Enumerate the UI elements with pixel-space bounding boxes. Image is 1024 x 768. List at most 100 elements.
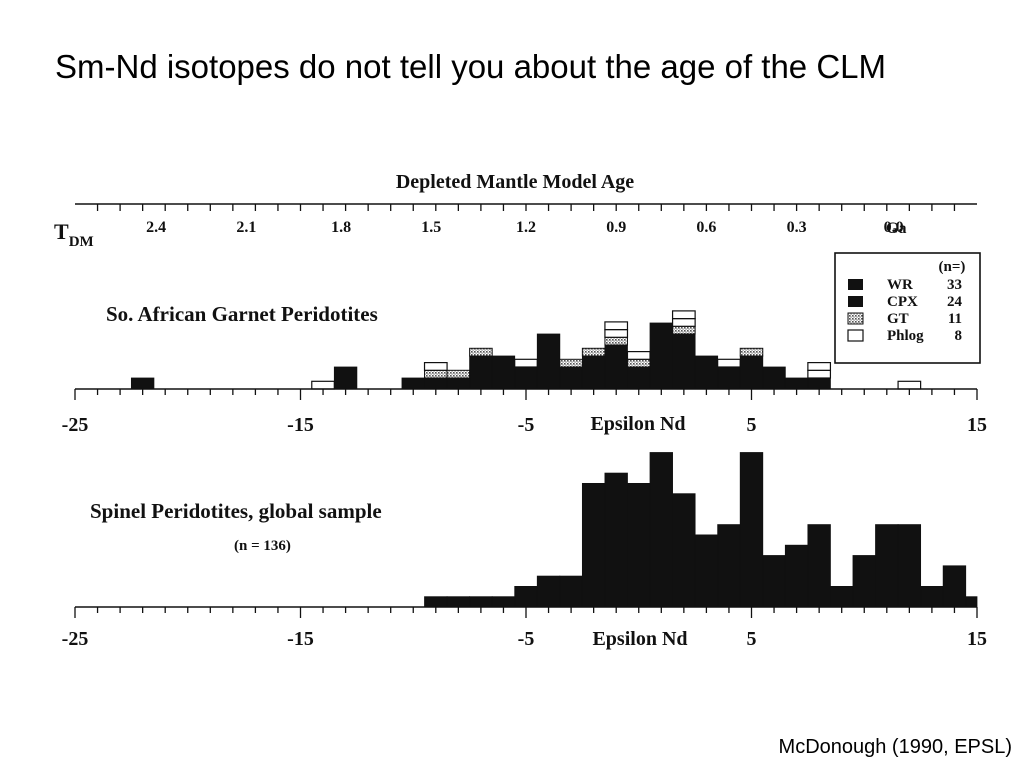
garnet-bar-gt (604, 336, 628, 346)
garnet-bar-solid (627, 366, 651, 390)
legend-label-phlog: Phlog (887, 328, 924, 344)
garnet-bar-gt (581, 347, 606, 357)
spinel-tick-label: -15 (287, 628, 314, 650)
spinel-bar (446, 596, 471, 608)
garnet-bar-solid (424, 377, 448, 390)
garnet-bar-gt (739, 347, 764, 357)
garnet-bar-solid (446, 377, 471, 390)
garnet-tick-label: -5 (518, 414, 535, 436)
spinel-bars (424, 452, 978, 608)
garnet-bar-solid (401, 377, 425, 390)
garnet-bar-gt (469, 347, 493, 357)
spinel-bar (739, 452, 764, 608)
garnet-bar-phlog (671, 318, 696, 327)
spinel-bar (852, 555, 876, 608)
garnet-bar-phlog (423, 362, 448, 371)
spinel-bar (694, 534, 719, 608)
garnet-bar-solid (784, 377, 809, 390)
legend-entry-wr: WR 33 (848, 277, 962, 293)
model-age-axis: Depleted Mantle Model Age 2.4 2.1 1.8 1.5 1.… (54, 171, 977, 250)
spinel-bar (559, 575, 583, 608)
garnet-bar-solid (604, 344, 628, 390)
spinel-title: Spinel Peridotites, global sample (90, 499, 382, 523)
spinel-bar (762, 555, 786, 608)
age-tick-label: 1.5 (421, 219, 441, 236)
age-tick-label: 0.0 (884, 219, 904, 236)
garnet-bar-gt (446, 369, 471, 379)
age-tick-label: 2.4 (146, 219, 166, 236)
garnet-ticks (74, 389, 978, 400)
spinel-bar (897, 524, 922, 608)
spinel-bar (672, 493, 696, 608)
spinel-bar (875, 524, 899, 608)
spinel-ticks (74, 607, 978, 618)
spinel-subtitle: (n = 136) (234, 538, 291, 554)
model-age-axis-title: Depleted Mantle Model Age (396, 171, 634, 193)
legend-header: (n=) (939, 259, 966, 275)
garnet-bar-gt (559, 358, 583, 368)
legend-label-cpx: CPX (887, 294, 918, 310)
garnet-tick-label: 5 (747, 414, 757, 436)
garnet-bar-solid (514, 366, 538, 390)
garnet-histogram: So. African Garnet Peridotites -25 -15 -5 5… (62, 252, 987, 436)
model-age-tick-labels: 2.4 2.1 1.8 1.5 1.2 0.9 0.6 0.3 0.0 (146, 219, 903, 236)
spinel-tick-label: -25 (62, 628, 89, 650)
slide-title: Sm-Nd isotopes do not tell you about the… (55, 48, 886, 85)
garnet-bar-phlog (514, 358, 538, 368)
legend-entry-phlog: Phlog 8 (847, 328, 962, 344)
legend-swatch-cpx (848, 296, 863, 307)
model-age-unit: Ga (886, 220, 906, 237)
spinel-bar (717, 524, 741, 608)
garnet-bar-solid (762, 366, 786, 390)
garnet-bar-gt (672, 325, 696, 335)
age-tick-label: 1.2 (516, 219, 536, 236)
spinel-tick-label: 5 (747, 628, 757, 650)
legend-entry-cpx: CPX 24 (848, 294, 963, 310)
garnet-bar-gt (424, 369, 448, 379)
garnet-bar-phlog (604, 329, 629, 338)
garnet-bar-phlog (311, 380, 335, 390)
garnet-bar-gt (626, 358, 651, 368)
spinel-bar (491, 596, 516, 608)
spinel-bar (581, 482, 606, 608)
legend-box (834, 252, 981, 364)
garnet-tick-label: -15 (287, 414, 314, 436)
garnet-bar-phlog (626, 351, 651, 360)
garnet-bar-solid (739, 355, 764, 390)
spinel-bar (424, 596, 448, 608)
garnet-bar-solid (491, 355, 516, 390)
garnet-bar-solid (130, 377, 155, 390)
garnet-legend: (n=) WR 33 CPX 24 GT 11 Phlog 8 (834, 252, 981, 364)
legend-swatch-wr (848, 279, 863, 290)
spinel-bar (807, 524, 831, 608)
legend-label-wr: WR (887, 277, 913, 293)
spinel-bar (830, 586, 854, 608)
citation: McDonough (1990, EPSL) (778, 736, 1012, 758)
legend-label-gt: GT (887, 311, 909, 327)
garnet-bar-phlog (807, 369, 832, 379)
spinel-tick-labels: -25 -15 -5 5 15 (62, 628, 987, 650)
spinel-bar (965, 596, 978, 608)
model-age-axis-label: TDM (54, 219, 94, 250)
legend-count-cpx: 24 (947, 294, 963, 310)
garnet-bar-solid (469, 355, 493, 390)
spinel-bar (627, 482, 651, 608)
age-tick-label: 2.1 (236, 219, 256, 236)
garnet-bar-phlog (604, 321, 629, 331)
garnet-bar-phlog (807, 362, 832, 371)
garnet-bar-solid (649, 322, 673, 390)
garnet-bar-phlog (897, 380, 922, 390)
garnet-bar-phlog (717, 358, 741, 368)
model-age-ticks (96, 204, 956, 211)
garnet-bar-phlog (671, 310, 696, 320)
spinel-bar (604, 472, 628, 608)
spinel-x-label: Epsilon Nd (592, 628, 687, 650)
legend-swatch-phlog (847, 329, 864, 342)
spinel-tick-label: -5 (518, 628, 535, 650)
garnet-bar-solid (536, 333, 561, 390)
legend-swatch-gt (847, 312, 864, 325)
garnet-tick-label: -25 (62, 414, 89, 436)
garnet-x-label: Epsilon Nd (590, 413, 685, 435)
age-tick-label: 1.8 (331, 219, 351, 236)
